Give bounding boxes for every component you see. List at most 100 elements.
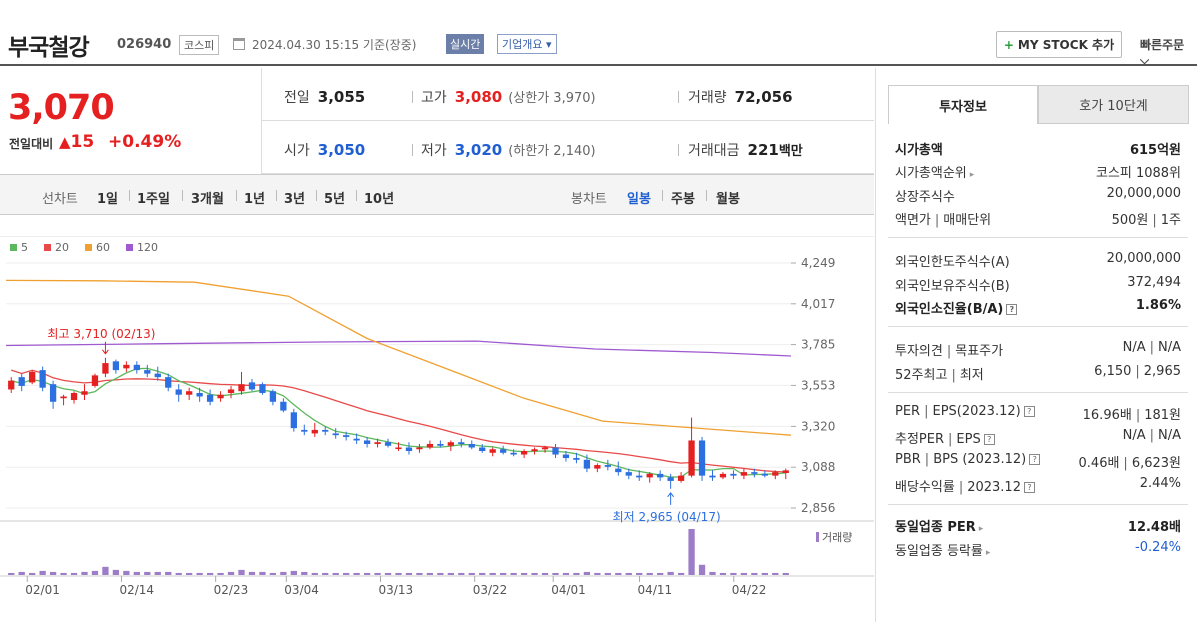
period-5y[interactable]: 5년 bbox=[324, 192, 346, 207]
candle-body bbox=[657, 473, 664, 478]
market-cap-row: 시가총액 615억원 bbox=[895, 143, 1181, 158]
y-tick-label: 3,785 bbox=[801, 338, 835, 352]
price-box bbox=[0, 68, 262, 174]
candle-body bbox=[269, 391, 277, 402]
volume-bar bbox=[248, 571, 256, 575]
divider bbox=[182, 190, 183, 201]
candle-body bbox=[479, 447, 486, 452]
market-cap-rank-row[interactable]: 시가총액순위 ▸ 코스피 1088위 bbox=[895, 166, 1181, 181]
volume-bar bbox=[269, 572, 277, 575]
volume-bar bbox=[761, 572, 768, 575]
period-1d[interactable]: 1일 bbox=[97, 192, 119, 207]
tab-invest-info[interactable]: 투자정보 bbox=[888, 85, 1038, 124]
market-badge: 코스피 bbox=[179, 35, 220, 55]
low-price: 저가 3,020 (하한가 2,140) bbox=[421, 141, 596, 159]
x-tick-label: 04/11 bbox=[638, 583, 673, 597]
candle-body bbox=[18, 377, 25, 386]
candle-body bbox=[677, 475, 685, 481]
volume-bar bbox=[698, 564, 706, 575]
candle-weekly[interactable]: 주봉 bbox=[671, 192, 695, 207]
candle-body bbox=[154, 373, 161, 378]
candle-body bbox=[165, 377, 172, 388]
candle-body bbox=[206, 394, 214, 402]
volume-bar bbox=[625, 572, 632, 575]
candle-body bbox=[8, 380, 15, 390]
volume-bar bbox=[458, 572, 465, 575]
volume-bar bbox=[562, 572, 570, 575]
candle-body bbox=[772, 472, 779, 476]
legend-swatch bbox=[126, 244, 133, 251]
ma120-line bbox=[5, 340, 792, 357]
volume-bar bbox=[541, 572, 549, 575]
week52-row: 52주최고 | 최저 6,150 | 2,965 bbox=[895, 364, 1181, 383]
candle-body bbox=[60, 396, 67, 399]
volume-bar bbox=[426, 572, 434, 575]
ma20-line bbox=[10, 369, 786, 473]
volume-bar bbox=[447, 572, 454, 575]
price-change: ▲15 bbox=[59, 132, 95, 152]
volume-bar bbox=[18, 571, 25, 575]
volume-bar bbox=[217, 572, 224, 575]
legend-label: 5 bbox=[21, 241, 28, 254]
price-chart[interactable]: 5 20 60 120 4,249 4,017 3,785 3,553 3,320 3,088 2,… bbox=[0, 236, 874, 622]
candle-body bbox=[175, 389, 182, 395]
help-icon[interactable]: ? bbox=[1023, 482, 1035, 493]
realtime-badge[interactable]: 실시간 bbox=[446, 34, 485, 54]
period-3m[interactable]: 3개월 bbox=[191, 192, 224, 207]
volume-bar bbox=[49, 571, 57, 575]
candle-body bbox=[719, 473, 727, 478]
candle-body bbox=[49, 384, 57, 402]
y-tick-label: 3,088 bbox=[801, 460, 835, 474]
candle-body bbox=[541, 447, 549, 450]
divider bbox=[706, 190, 707, 201]
candle-body bbox=[468, 443, 475, 448]
candle-body bbox=[70, 392, 78, 401]
volume-bar bbox=[8, 572, 15, 575]
y-tick-label: 3,320 bbox=[801, 419, 835, 433]
help-icon[interactable]: ? bbox=[1023, 406, 1035, 417]
quick-order-button[interactable]: 빠른주문 ⌵ bbox=[1140, 38, 1185, 67]
volume-bar bbox=[81, 571, 88, 575]
volume-bar bbox=[102, 566, 109, 575]
volume-bar bbox=[740, 572, 748, 575]
help-icon[interactable]: ? bbox=[1006, 304, 1018, 315]
candle-body bbox=[447, 442, 454, 446]
volume-legend-swatch bbox=[816, 532, 819, 542]
period-1y[interactable]: 1년 bbox=[244, 192, 266, 207]
candle-body bbox=[29, 371, 36, 383]
candle-body bbox=[646, 473, 653, 478]
candle-body bbox=[332, 433, 339, 436]
volume-bar bbox=[573, 572, 580, 575]
legend-swatch bbox=[85, 244, 92, 251]
period-3y[interactable]: 3년 bbox=[284, 192, 306, 207]
volume-bar bbox=[290, 570, 297, 575]
divider bbox=[662, 190, 663, 201]
help-icon[interactable]: ? bbox=[1029, 454, 1041, 465]
candle-body bbox=[217, 394, 224, 399]
chevron-down-icon: ▾ bbox=[545, 38, 552, 51]
current-price: 3,070 bbox=[8, 88, 115, 128]
period-10y[interactable]: 10년 bbox=[364, 192, 395, 207]
candle-body bbox=[751, 472, 758, 474]
candle-body bbox=[301, 429, 308, 432]
add-my-stock-button[interactable]: + MY STOCK 추가 bbox=[996, 31, 1122, 58]
volume-bar bbox=[636, 572, 643, 575]
candle-body bbox=[594, 465, 601, 469]
candle-daily[interactable]: 일봉 bbox=[627, 192, 651, 207]
volume-bar bbox=[123, 570, 130, 575]
industry-change-row[interactable]: 동일업종 등락률 ▸ -0.24% bbox=[895, 540, 1181, 559]
help-icon[interactable]: ? bbox=[983, 434, 995, 445]
candle-body bbox=[112, 361, 120, 371]
industry-per-row[interactable]: 동일업종 PER ▸ 12.48배 bbox=[895, 520, 1181, 535]
y-tick-label: 3,553 bbox=[801, 378, 835, 392]
candle-body bbox=[374, 442, 381, 444]
divider bbox=[129, 190, 130, 201]
company-info-dropdown[interactable]: 기업개요 ▾ bbox=[497, 34, 557, 54]
tab-orderbook-10[interactable]: 호가 10단계 bbox=[1038, 85, 1189, 124]
volume-bar bbox=[615, 572, 622, 575]
volume-bar bbox=[144, 571, 151, 575]
candle-body bbox=[395, 447, 402, 449]
candle-monthly[interactable]: 월봉 bbox=[716, 192, 740, 207]
period-1w[interactable]: 1주일 bbox=[137, 192, 170, 207]
volume-bar bbox=[301, 571, 308, 575]
